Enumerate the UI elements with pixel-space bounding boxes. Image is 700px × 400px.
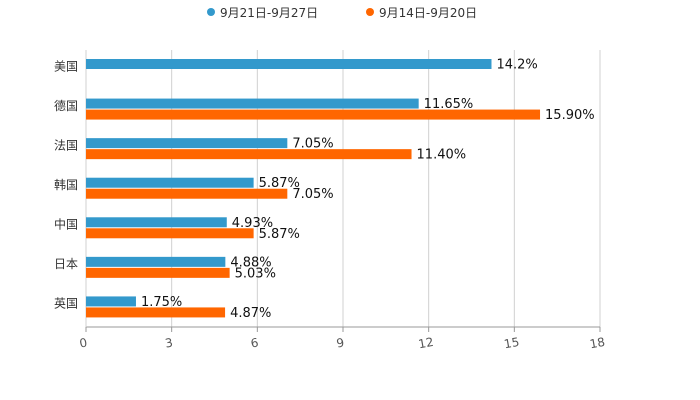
data-label-series2-6: 4.87%	[230, 306, 271, 321]
bars	[86, 59, 541, 318]
bar-sep21-27-5	[86, 256, 226, 267]
data-label-series1-2: 7.05%	[292, 137, 333, 152]
data-label-series2-4: 5.87%	[259, 227, 300, 242]
category-label-3: 韩国	[54, 177, 78, 192]
bar-sep21-27-3	[86, 177, 254, 188]
x-tick-label-4: 12	[417, 335, 434, 351]
bar-sep14-20-2	[86, 149, 412, 160]
bar-sep21-27-4	[86, 217, 227, 228]
x-tick-label-5: 15	[503, 335, 520, 351]
legend-marker-series-2	[366, 8, 374, 16]
x-tick-labels: 0 3 6 9 12 15 18	[78, 327, 606, 351]
bar-sep21-27-2	[86, 138, 288, 149]
bar-sep21-27-1	[86, 98, 419, 109]
data-label-series2-2: 11.40%	[417, 148, 467, 163]
category-label-0: 美国	[54, 59, 78, 73]
bar-sep14-20-5	[86, 267, 230, 278]
data-labels: 14.2%11.65%15.90%7.05%11.40%5.87%7.05%4.…	[141, 58, 595, 321]
data-label-series2-3: 7.05%	[292, 187, 333, 202]
data-label-series2-5: 5.03%	[235, 266, 276, 281]
category-label-1: 德国	[54, 98, 78, 113]
category-label-4: 中国	[54, 217, 78, 232]
legend-label-series-2: 9月14日-9月20日	[379, 6, 477, 20]
x-tick-label-2: 6	[250, 336, 260, 351]
x-tick-label-0: 0	[78, 336, 88, 351]
category-label-6: 英国	[54, 297, 78, 311]
bar-sep14-20-6	[86, 307, 226, 318]
category-label-2: 法国	[54, 138, 78, 152]
data-label-series2-1: 15.90%	[545, 108, 595, 123]
x-tick-label-6: 18	[589, 335, 606, 351]
data-label-series1-4: 4.93%	[232, 216, 273, 231]
legend-label-series-1: 9月21日-9月27日	[220, 6, 318, 20]
x-tick-label-3: 9	[335, 336, 345, 351]
legend-marker-series-1	[207, 8, 215, 16]
data-label-series1-5: 4.88%	[230, 255, 271, 270]
bar-sep14-20-1	[86, 109, 541, 120]
x-tick-label-1: 3	[164, 336, 174, 351]
bar-sep21-27-6	[86, 296, 136, 307]
category-label-5: 日本	[54, 257, 78, 271]
grid	[85, 50, 601, 328]
data-label-series1-6: 1.75%	[141, 295, 182, 310]
data-label-series1-3: 5.87%	[259, 176, 300, 191]
data-label-series1-1: 11.65%	[424, 97, 474, 112]
bar-sep14-20-3	[86, 188, 288, 199]
legend: 9月21日-9月27日 9月14日-9月20日	[207, 6, 477, 20]
bar-sep21-27-0	[86, 59, 492, 69]
bar-sep14-20-4	[86, 228, 254, 239]
data-label-series1-0: 14.2%	[496, 58, 537, 73]
